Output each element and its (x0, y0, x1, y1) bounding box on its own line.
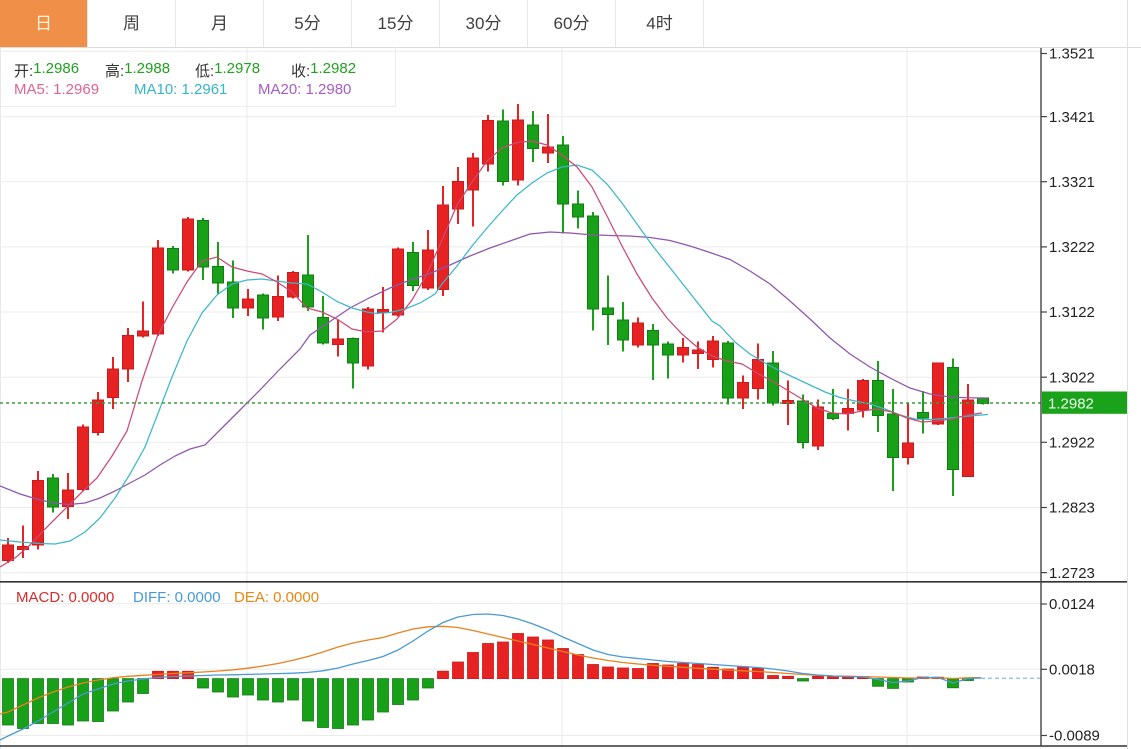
svg-text:1.3521: 1.3521 (1049, 46, 1095, 63)
svg-text:-0.0089: -0.0089 (1049, 728, 1100, 745)
svg-text:1.3421: 1.3421 (1049, 109, 1095, 126)
svg-text:1.2823: 1.2823 (1049, 500, 1095, 517)
svg-text:1.2982: 1.2982 (1048, 396, 1094, 413)
svg-text:1.3022: 1.3022 (1049, 369, 1095, 386)
svg-text:1.2723: 1.2723 (1049, 565, 1095, 582)
svg-text:0.0018: 0.0018 (1049, 662, 1095, 679)
svg-text:1.3222: 1.3222 (1049, 239, 1095, 256)
svg-text:1.3321: 1.3321 (1049, 174, 1095, 191)
svg-text:0.0124: 0.0124 (1049, 596, 1095, 613)
svg-text:1.3122: 1.3122 (1049, 304, 1095, 321)
svg-text:1.2922: 1.2922 (1049, 435, 1095, 452)
